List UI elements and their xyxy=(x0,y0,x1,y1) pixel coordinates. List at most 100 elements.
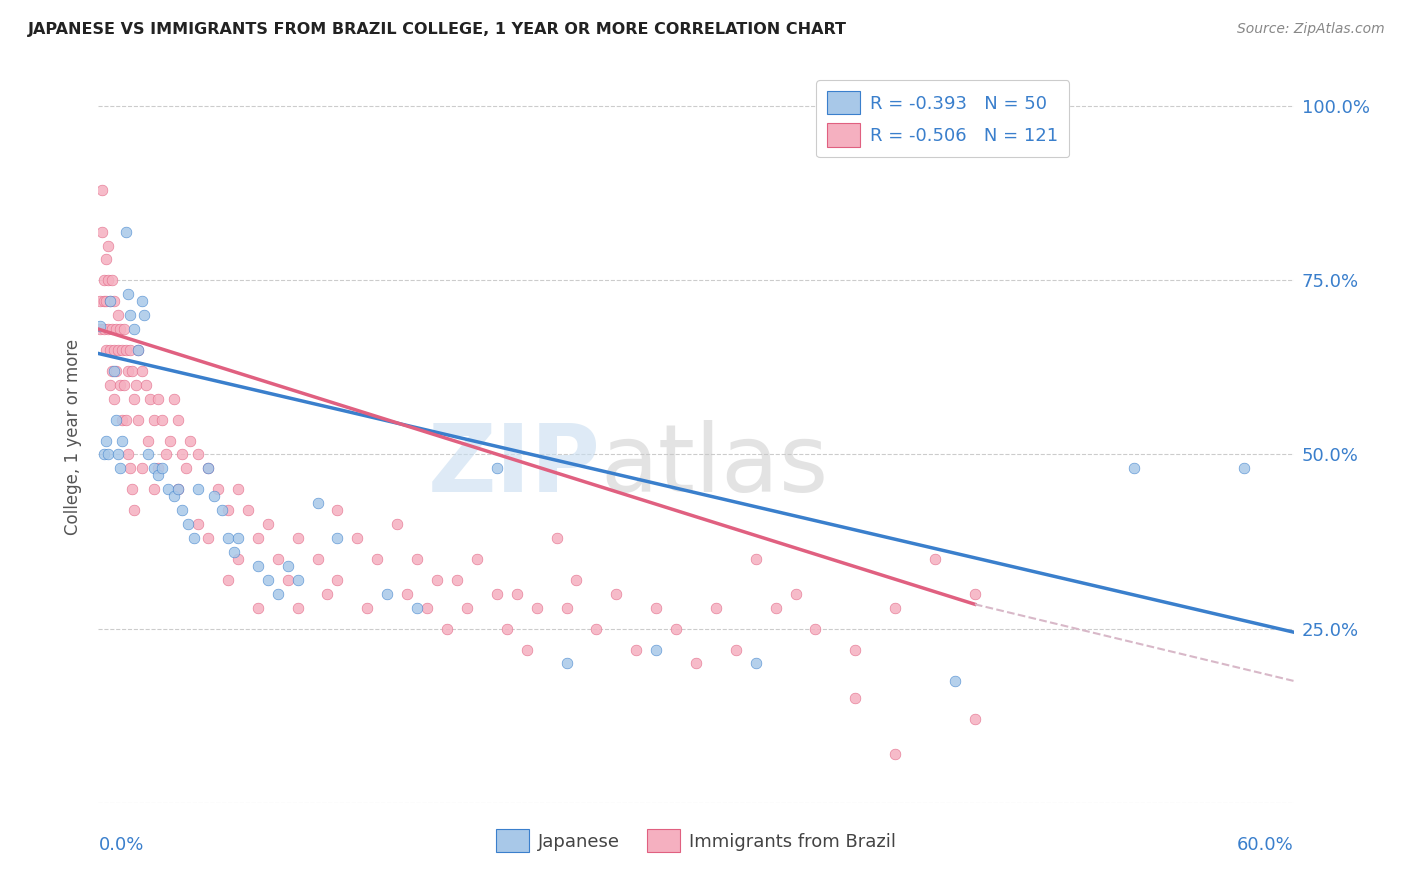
Point xyxy=(844,642,866,657)
Point xyxy=(107,448,129,462)
Point xyxy=(456,600,478,615)
Point xyxy=(139,392,162,406)
Point xyxy=(89,294,111,309)
Point xyxy=(93,448,115,462)
Point xyxy=(346,531,368,545)
Point xyxy=(943,673,966,688)
Point xyxy=(326,503,349,517)
Point xyxy=(101,364,124,378)
Point xyxy=(585,622,607,636)
Point xyxy=(217,503,239,517)
Point xyxy=(277,558,299,573)
Point xyxy=(148,392,170,406)
Point xyxy=(105,322,128,336)
Point xyxy=(110,461,132,475)
Point xyxy=(174,461,197,475)
Point xyxy=(555,657,578,671)
Point xyxy=(131,294,153,309)
Point xyxy=(97,238,120,252)
Point xyxy=(98,377,122,392)
Point xyxy=(645,642,668,657)
Point xyxy=(103,343,125,357)
Point xyxy=(117,448,139,462)
Text: ZIP: ZIP xyxy=(427,420,600,512)
Text: 60.0%: 60.0% xyxy=(1237,836,1294,854)
Point xyxy=(436,622,458,636)
Point xyxy=(124,503,146,517)
Point xyxy=(134,308,156,322)
Point xyxy=(1123,461,1146,475)
Point xyxy=(157,483,180,497)
Point xyxy=(131,364,153,378)
Point xyxy=(287,600,309,615)
Point xyxy=(96,343,118,357)
Y-axis label: College, 1 year or more: College, 1 year or more xyxy=(65,339,83,535)
Point xyxy=(804,622,827,636)
Point xyxy=(124,322,146,336)
Point xyxy=(117,364,139,378)
Point xyxy=(356,600,378,615)
Point xyxy=(202,489,225,503)
Point xyxy=(177,517,200,532)
Point xyxy=(136,448,159,462)
Point xyxy=(246,600,269,615)
Point xyxy=(785,587,807,601)
Point xyxy=(103,364,125,378)
Point xyxy=(172,448,194,462)
Point xyxy=(159,434,181,448)
Point xyxy=(526,600,548,615)
Point xyxy=(307,496,329,510)
Point xyxy=(884,600,907,615)
Point xyxy=(179,434,201,448)
Point xyxy=(416,600,439,615)
Point xyxy=(93,322,115,336)
Point xyxy=(745,552,768,566)
Point xyxy=(366,552,388,566)
Point xyxy=(101,322,124,336)
Point xyxy=(136,434,159,448)
Point xyxy=(326,531,349,545)
Point xyxy=(844,691,866,706)
Point xyxy=(150,412,173,426)
Point xyxy=(115,343,138,357)
Point xyxy=(605,587,627,601)
Point xyxy=(426,573,449,587)
Point xyxy=(506,587,529,601)
Point xyxy=(446,573,468,587)
Point xyxy=(745,657,768,671)
Point xyxy=(103,294,125,309)
Point xyxy=(495,622,517,636)
Point xyxy=(226,531,249,545)
Point xyxy=(267,552,290,566)
Point xyxy=(326,573,349,587)
Point xyxy=(307,552,329,566)
Point xyxy=(197,461,219,475)
Point xyxy=(167,412,190,426)
Point xyxy=(246,531,269,545)
Point xyxy=(963,587,986,601)
Point xyxy=(148,461,170,475)
Point xyxy=(704,600,727,615)
Point xyxy=(112,322,135,336)
Point xyxy=(565,573,588,587)
Point xyxy=(111,412,134,426)
Point xyxy=(91,183,114,197)
Point xyxy=(167,483,190,497)
Text: JAPANESE VS IMMIGRANTS FROM BRAZIL COLLEGE, 1 YEAR OR MORE CORRELATION CHART: JAPANESE VS IMMIGRANTS FROM BRAZIL COLLE… xyxy=(28,22,848,37)
Point xyxy=(91,225,114,239)
Point xyxy=(226,552,249,566)
Point xyxy=(385,517,409,532)
Point xyxy=(127,343,149,357)
Point xyxy=(406,552,429,566)
Point xyxy=(97,273,120,287)
Point xyxy=(172,503,194,517)
Point xyxy=(211,503,233,517)
Point xyxy=(217,573,239,587)
Point xyxy=(187,517,209,532)
Point xyxy=(103,392,125,406)
Point xyxy=(277,573,299,587)
Point xyxy=(197,531,219,545)
Point xyxy=(120,343,142,357)
Point xyxy=(121,483,143,497)
Point xyxy=(256,517,278,532)
